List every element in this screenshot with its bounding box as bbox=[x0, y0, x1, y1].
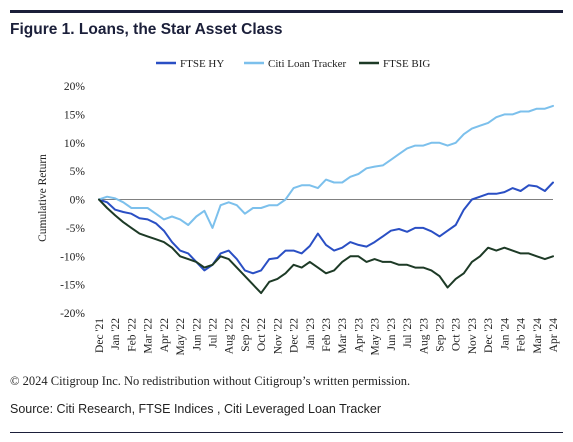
series-line bbox=[98, 104, 554, 229]
y-tick-label: 0% bbox=[70, 195, 86, 207]
x-tick-label: Dec '23 bbox=[483, 318, 495, 353]
copyright-notice: © 2024 Citigroup Inc. No redistribution … bbox=[10, 374, 411, 388]
x-tick-label: Feb '23 bbox=[321, 318, 333, 352]
y-tick-label: -15% bbox=[60, 280, 85, 292]
y-tick-label: 10% bbox=[64, 138, 86, 150]
legend-label: FTSE HY bbox=[180, 58, 224, 70]
x-tick-label: Feb '24 bbox=[516, 318, 528, 352]
y-tick-label: -10% bbox=[60, 251, 85, 263]
x-tick-label: Nov '22 bbox=[272, 318, 284, 355]
x-tick-label: Apr '24 bbox=[548, 318, 560, 353]
series-line bbox=[98, 181, 554, 275]
y-axis: 20% 15% 10% 5% 0% -5% -10% -15% -20% bbox=[60, 81, 85, 320]
x-axis: Dec '21 Jan '22 Feb '22 Mar '22 Apr '22 May '… bbox=[94, 318, 560, 356]
y-tick-label: -20% bbox=[60, 308, 85, 320]
x-tick-label: Jun '23 bbox=[386, 318, 398, 351]
x-tick-label: Apr '22 bbox=[159, 318, 171, 353]
x-tick-label: Aug '23 bbox=[418, 318, 430, 355]
y-tick-label: -5% bbox=[66, 223, 86, 235]
line-chart: FTSE HY Citi Loan Tracker FTSE BIG 20% 15% 1… bbox=[37, 58, 560, 356]
bottom-rule bbox=[10, 432, 563, 433]
x-tick-label: Dec '21 bbox=[94, 318, 106, 353]
y-axis-label: Cumulative Return bbox=[37, 154, 49, 242]
x-tick-label: Aug '22 bbox=[224, 318, 236, 355]
x-tick-label: Sep '22 bbox=[240, 318, 252, 352]
x-tick-label: Mar '23 bbox=[337, 318, 349, 354]
y-tick-label: 20% bbox=[64, 81, 86, 93]
figure-title: Figure 1. Loans, the Star Asset Class bbox=[10, 21, 283, 38]
legend-label: FTSE BIG bbox=[383, 58, 430, 70]
x-tick-label: Jul '22 bbox=[208, 318, 220, 348]
x-tick-label: Apr '23 bbox=[353, 318, 365, 353]
x-tick-label: Jan '24 bbox=[499, 318, 511, 350]
x-tick-label: Sep '23 bbox=[435, 318, 447, 352]
series-group bbox=[98, 104, 554, 295]
series-line bbox=[98, 198, 554, 295]
x-tick-label: Mar '22 bbox=[143, 318, 155, 354]
y-tick-label: 5% bbox=[70, 166, 86, 178]
x-tick-label: May '22 bbox=[175, 318, 187, 356]
legend-label: Citi Loan Tracker bbox=[268, 58, 347, 70]
x-tick-label: Dec '22 bbox=[289, 318, 301, 353]
x-tick-label: Oct '23 bbox=[451, 318, 463, 351]
x-tick-label: Jun '22 bbox=[191, 318, 203, 351]
x-tick-label: Jan '23 bbox=[305, 318, 317, 350]
x-tick-label: Mar '24 bbox=[532, 318, 544, 354]
x-tick-label: May '23 bbox=[370, 318, 382, 356]
x-tick-label: Jul '23 bbox=[402, 318, 414, 348]
legend: FTSE HY Citi Loan Tracker FTSE BIG bbox=[156, 58, 430, 70]
x-tick-label: Nov '23 bbox=[467, 318, 479, 355]
x-tick-label: Jan '22 bbox=[110, 318, 122, 350]
top-rule bbox=[10, 10, 563, 13]
y-tick-label: 15% bbox=[64, 109, 86, 121]
x-tick-label: Feb '22 bbox=[126, 318, 138, 352]
x-tick-label: Oct '22 bbox=[256, 318, 268, 351]
source-note: Source: Citi Research, FTSE Indices , Ci… bbox=[10, 402, 381, 416]
